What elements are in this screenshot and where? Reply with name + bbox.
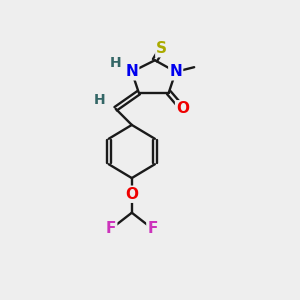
Text: S: S xyxy=(156,41,167,56)
Text: F: F xyxy=(106,221,116,236)
Text: N: N xyxy=(125,64,138,79)
Text: N: N xyxy=(169,64,182,79)
Text: O: O xyxy=(125,187,138,202)
Text: H: H xyxy=(94,92,105,106)
Text: H: H xyxy=(110,56,122,70)
Text: F: F xyxy=(147,221,158,236)
Text: O: O xyxy=(176,101,189,116)
